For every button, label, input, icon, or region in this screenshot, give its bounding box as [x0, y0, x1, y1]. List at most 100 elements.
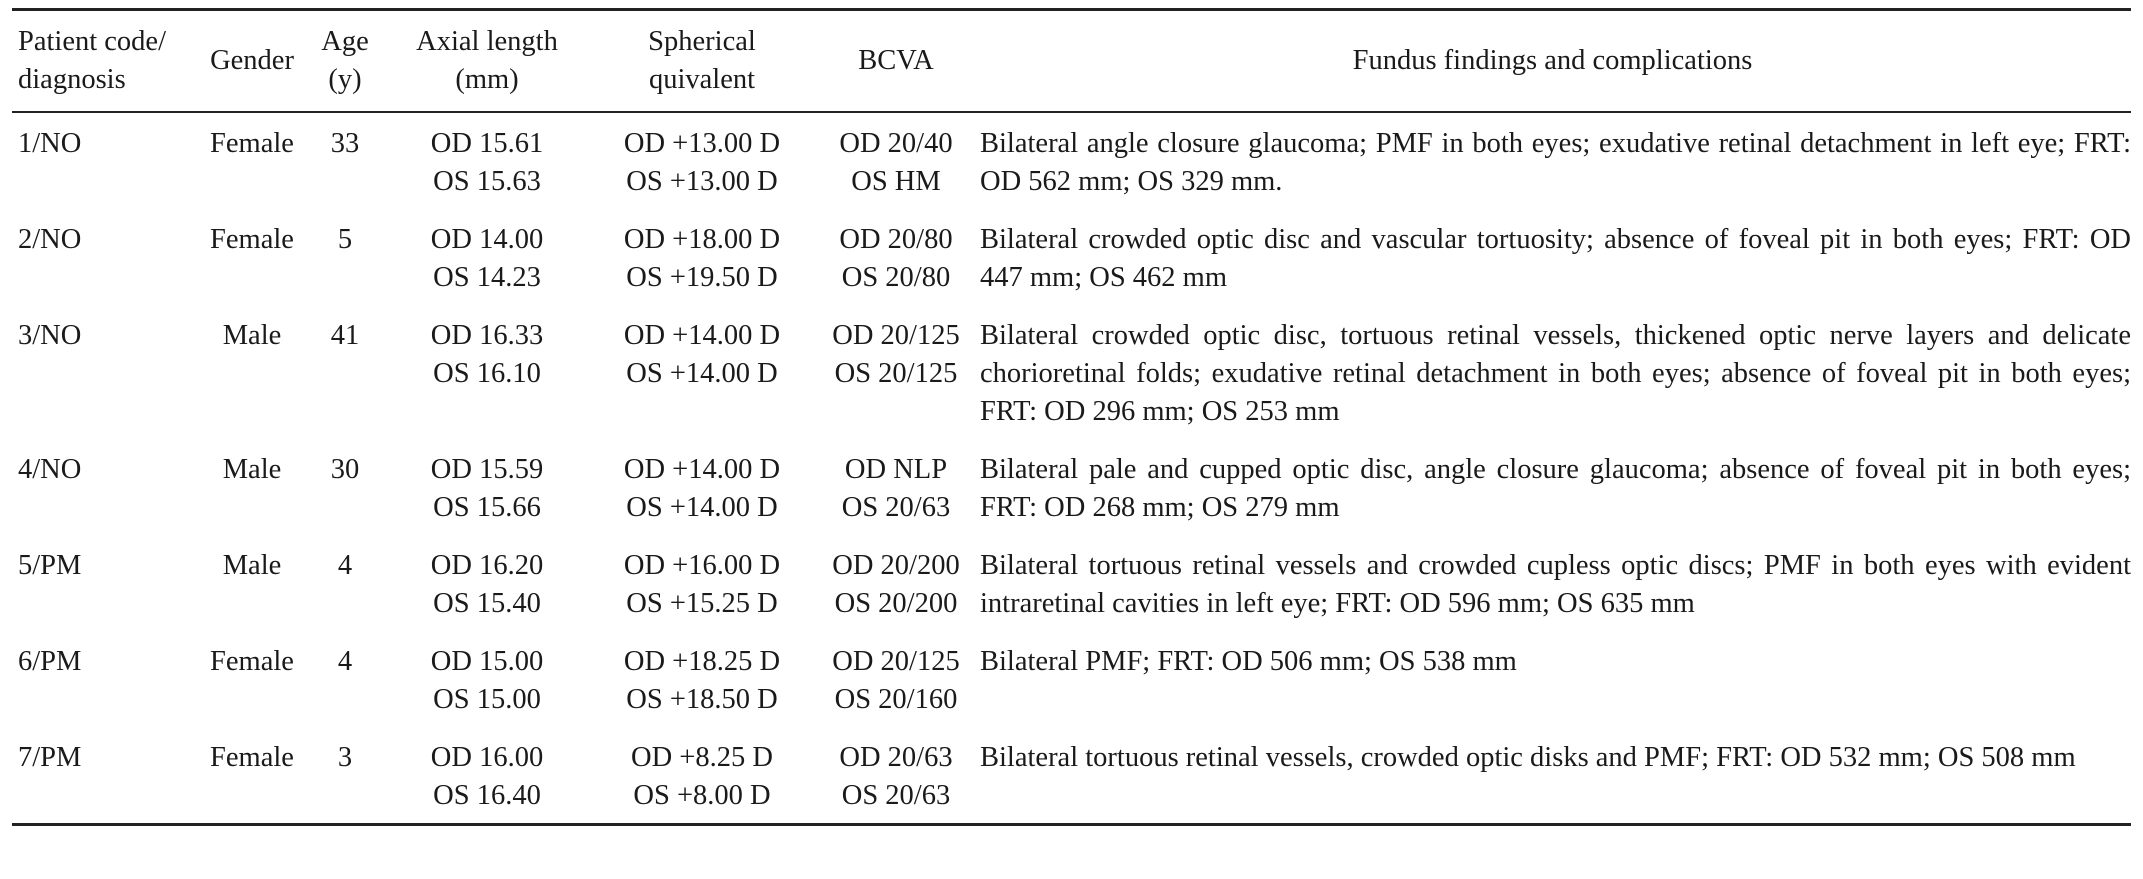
- axial-length-cell: OD 16.20 OS 15.40: [388, 535, 586, 631]
- fundus-findings-cell: Bilateral pale and cupped optic disc, an…: [980, 454, 2131, 523]
- bcva-cell: OD 20/80 OS 20/80: [818, 209, 974, 305]
- bcva-cell: OD 20/63 OS 20/63: [818, 727, 974, 825]
- bcva-od: OD 20/63: [839, 742, 953, 773]
- axial-os: OS 15.63: [433, 166, 541, 197]
- fundus-findings-cell: Bilateral crowded optic disc and vascula…: [980, 224, 2131, 293]
- spherical-od: OD +14.00 D: [623, 454, 781, 485]
- gender-cell: Female: [210, 224, 294, 255]
- spherical-equivalent-cell: OD +18.00 D OS +19.50 D: [586, 209, 818, 305]
- gender-cell: Male: [222, 454, 282, 485]
- bcva-od: OD 20/125: [832, 646, 960, 677]
- gender-cell: Female: [210, 742, 294, 773]
- spherical-od: OD +16.00 D: [623, 550, 781, 581]
- table-row: 5/PM Male 4 OD 16.20 OS 15.40 OD +16.00 …: [12, 535, 2131, 631]
- axial-length-cell: OD 16.33 OS 16.10: [388, 305, 586, 439]
- axial-length-cell: OD 14.00 OS 14.23: [388, 209, 586, 305]
- header-gender: Gender: [210, 45, 294, 76]
- age-cell: 33: [330, 128, 360, 159]
- header-axial-length: Axial length (mm): [416, 26, 558, 95]
- axial-length-cell: OD 16.00 OS 16.40: [388, 727, 586, 825]
- spherical-os: OS +19.50 D: [626, 262, 778, 293]
- spherical-od: OD +13.00 D: [623, 128, 781, 159]
- bcva-od: OD 20/125: [832, 320, 960, 351]
- axial-od: OD 15.00: [430, 646, 544, 677]
- axial-length-cell: OD 15.61 OS 15.63: [388, 112, 586, 209]
- spherical-equivalent-cell: OD +18.25 D OS +18.50 D: [586, 631, 818, 727]
- bcva-cell: OD 20/200 OS 20/200: [818, 535, 974, 631]
- spherical-os: OS +15.25 D: [626, 588, 778, 619]
- bcva-os: OS 20/125: [834, 358, 958, 389]
- fundus-findings-cell: Bilateral tortuous retinal vessels and c…: [980, 550, 2131, 619]
- bcva-cell: OD 20/125 OS 20/160: [818, 631, 974, 727]
- spherical-os: OS +18.50 D: [626, 684, 778, 715]
- patient-code-cell: 7/PM: [18, 742, 82, 773]
- spherical-os: OS +14.00 D: [626, 492, 778, 523]
- axial-os: OS 14.23: [433, 262, 541, 293]
- axial-os: OS 15.66: [433, 492, 541, 523]
- bcva-os: OS 20/63: [841, 780, 951, 811]
- spherical-os: OS +13.00 D: [626, 166, 778, 197]
- age-cell: 4: [337, 550, 353, 581]
- age-cell: 41: [330, 320, 360, 351]
- age-cell: 4: [337, 646, 353, 677]
- age-cell: 5: [337, 224, 353, 255]
- table-row: 6/PM Female 4 OD 15.00 OS 15.00 OD +18.2…: [12, 631, 2131, 727]
- table-row: 1/NO Female 33 OD 15.61 OS 15.63 OD +13.…: [12, 112, 2131, 209]
- axial-os: OS 16.40: [433, 780, 541, 811]
- bcva-os: OS 20/160: [834, 684, 958, 715]
- spherical-equivalent-cell: OD +13.00 D OS +13.00 D: [586, 112, 818, 209]
- bcva-os: OS 20/63: [841, 492, 951, 523]
- fundus-findings-cell: Bilateral tortuous retinal vessels, crow…: [980, 742, 2076, 773]
- bcva-os: OS 20/200: [834, 588, 958, 619]
- spherical-os: OS +8.00 D: [633, 780, 771, 811]
- age-cell: 3: [337, 742, 353, 773]
- fundus-findings-cell: Bilateral angle closure glaucoma; PMF in…: [980, 128, 2131, 197]
- gender-cell: Male: [222, 550, 282, 581]
- spherical-od: OD +18.25 D: [623, 646, 781, 677]
- table-header: Patient code/ diagnosis Gender Age (y) A…: [12, 9, 2131, 112]
- spherical-od: OD +18.00 D: [623, 224, 781, 255]
- bcva-od: OD 20/200: [832, 550, 960, 581]
- gender-cell: Female: [210, 128, 294, 159]
- patient-code-cell: 5/PM: [18, 550, 82, 581]
- table-row: 3/NO Male 41 OD 16.33 OS 16.10 OD +14.00…: [12, 305, 2131, 439]
- patient-code-cell: 2/NO: [18, 224, 82, 255]
- fundus-findings-cell: Bilateral PMF; FRT: OD 506 mm; OS 538 mm: [980, 646, 1517, 677]
- bcva-od: OD 20/40: [839, 128, 953, 159]
- header-patient-code: Patient code/ diagnosis: [18, 26, 166, 95]
- bcva-cell: OD NLP OS 20/63: [818, 439, 974, 535]
- axial-os: OS 16.10: [433, 358, 541, 389]
- axial-od: OD 14.00: [430, 224, 544, 255]
- bcva-cell: OD 20/40 OS HM: [818, 112, 974, 209]
- bcva-cell: OD 20/125 OS 20/125: [818, 305, 974, 439]
- axial-od: OD 16.20: [430, 550, 544, 581]
- header-fundus-findings: Fundus findings and complications: [1352, 45, 1753, 76]
- axial-length-cell: OD 15.59 OS 15.66: [388, 439, 586, 535]
- spherical-equivalent-cell: OD +8.25 D OS +8.00 D: [586, 727, 818, 825]
- spherical-os: OS +14.00 D: [626, 358, 778, 389]
- axial-os: OS 15.00: [433, 684, 541, 715]
- fundus-findings-cell: Bilateral crowded optic disc, tortuous r…: [980, 320, 2131, 427]
- spherical-od: OD +14.00 D: [623, 320, 781, 351]
- table-row: 7/PM Female 3 OD 16.00 OS 16.40 OD +8.25…: [12, 727, 2131, 825]
- bcva-od: OD NLP: [844, 454, 948, 485]
- axial-od: OD 16.33: [430, 320, 544, 351]
- axial-od: OD 16.00: [430, 742, 544, 773]
- patient-code-cell: 6/PM: [18, 646, 82, 677]
- header-age: Age (y): [321, 26, 369, 95]
- header-spherical-equivalent: Spherical quivalent: [648, 26, 756, 95]
- header-bcva: BCVA: [858, 45, 934, 76]
- spherical-equivalent-cell: OD +16.00 D OS +15.25 D: [586, 535, 818, 631]
- spherical-od: OD +8.25 D: [631, 742, 773, 773]
- clinical-findings-table: Patient code/ diagnosis Gender Age (y) A…: [12, 8, 2131, 826]
- patient-code-cell: 3/NO: [18, 320, 82, 351]
- bcva-od: OD 20/80: [839, 224, 953, 255]
- axial-os: OS 15.40: [433, 588, 541, 619]
- age-cell: 30: [330, 454, 360, 485]
- header-row: Patient code/ diagnosis Gender Age (y) A…: [12, 9, 2131, 112]
- gender-cell: Male: [222, 320, 282, 351]
- axial-od: OD 15.59: [430, 454, 544, 485]
- bcva-os: OS 20/80: [841, 262, 951, 293]
- gender-cell: Female: [210, 646, 294, 677]
- bcva-os: OS HM: [851, 166, 941, 197]
